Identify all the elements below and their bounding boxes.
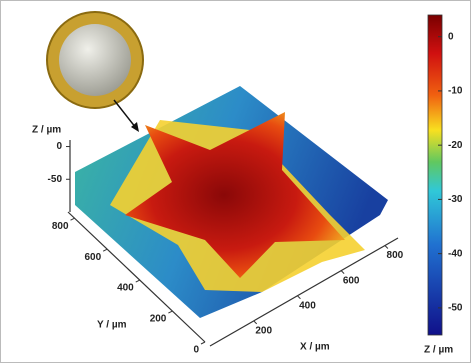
tick-label: 400 — [117, 283, 134, 294]
tick-label: -50 — [48, 174, 63, 185]
tick-label: 800 — [52, 221, 69, 232]
tick-label: -20 — [448, 140, 463, 151]
tick-label: 600 — [84, 252, 101, 263]
tick-label: 0 — [193, 345, 199, 356]
colorbar — [428, 15, 442, 335]
tick-label: -50 — [448, 303, 463, 314]
x-axis-label: X / µm — [300, 342, 330, 353]
coin-center — [59, 24, 131, 96]
tick-label: 200 — [255, 326, 272, 337]
tick-label: -30 — [448, 194, 463, 205]
colorbar-label: Z / µm — [424, 345, 453, 356]
tick-label: -10 — [448, 86, 463, 97]
tick-label: 800 — [387, 250, 404, 261]
tick-label: 0 — [56, 141, 62, 152]
tick-label: 0 — [448, 31, 454, 42]
tick-label: 200 — [150, 314, 167, 325]
z-axis-label: Z / µm — [32, 125, 61, 136]
tick-label: -40 — [448, 248, 463, 259]
tick-label: 400 — [299, 300, 316, 311]
chart: Z / µm Y / µm X / µm Z / µm 0 -50 0 200 400 6… — [0, 0, 471, 363]
tick-label: 600 — [343, 275, 360, 286]
y-axis-label: Y / µm — [97, 320, 127, 331]
